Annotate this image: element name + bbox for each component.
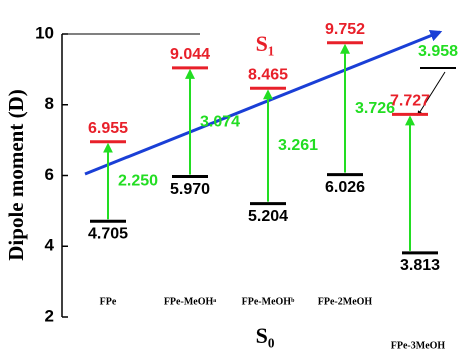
s0-value-label: 6.026: [325, 179, 365, 196]
s0-value-label: 5.204: [248, 208, 288, 225]
difference-label: 3.074: [200, 113, 240, 130]
category-label: FPe-2MeOH: [318, 296, 373, 307]
difference-label: 2.250: [118, 173, 158, 190]
s0-state-label: S₀: [256, 323, 275, 348]
category-label: FPe-MeOHᵇ: [242, 296, 295, 307]
s1-value-label: 7.727: [390, 93, 430, 110]
s0-value-label: 4.705: [88, 226, 128, 243]
s1-value-label: 8.465: [248, 67, 288, 84]
y-tick-label: 2: [45, 306, 54, 325]
y-tick-label: 6: [45, 165, 54, 184]
category-label: FPe: [100, 296, 117, 307]
s0-value-label: 3.813: [400, 257, 440, 274]
y-tick-label: 8: [45, 94, 54, 113]
s0-value-label: 5.970: [170, 181, 210, 198]
category-label: FPe-MeOHᵃ: [164, 296, 216, 307]
s1-value-label: 9.044: [170, 46, 210, 63]
s1-value-label: 9.752: [325, 21, 365, 38]
y-tick-label: 4: [45, 236, 55, 255]
difference-label: 3.958: [418, 43, 458, 60]
y-axis-title: Dipole moment (D): [4, 89, 28, 260]
category-label: FPe-3MeOH: [391, 340, 446, 351]
y-tick-label: 10: [35, 23, 54, 42]
chart: Dipole moment (D) 2 4 6 8 10 FPe 4.705 6.955 2.2…: [0, 0, 469, 354]
s1-value-label: 6.955: [88, 120, 128, 137]
difference-label: 3.261: [278, 137, 318, 154]
s1-state-label: S₁: [256, 31, 275, 56]
